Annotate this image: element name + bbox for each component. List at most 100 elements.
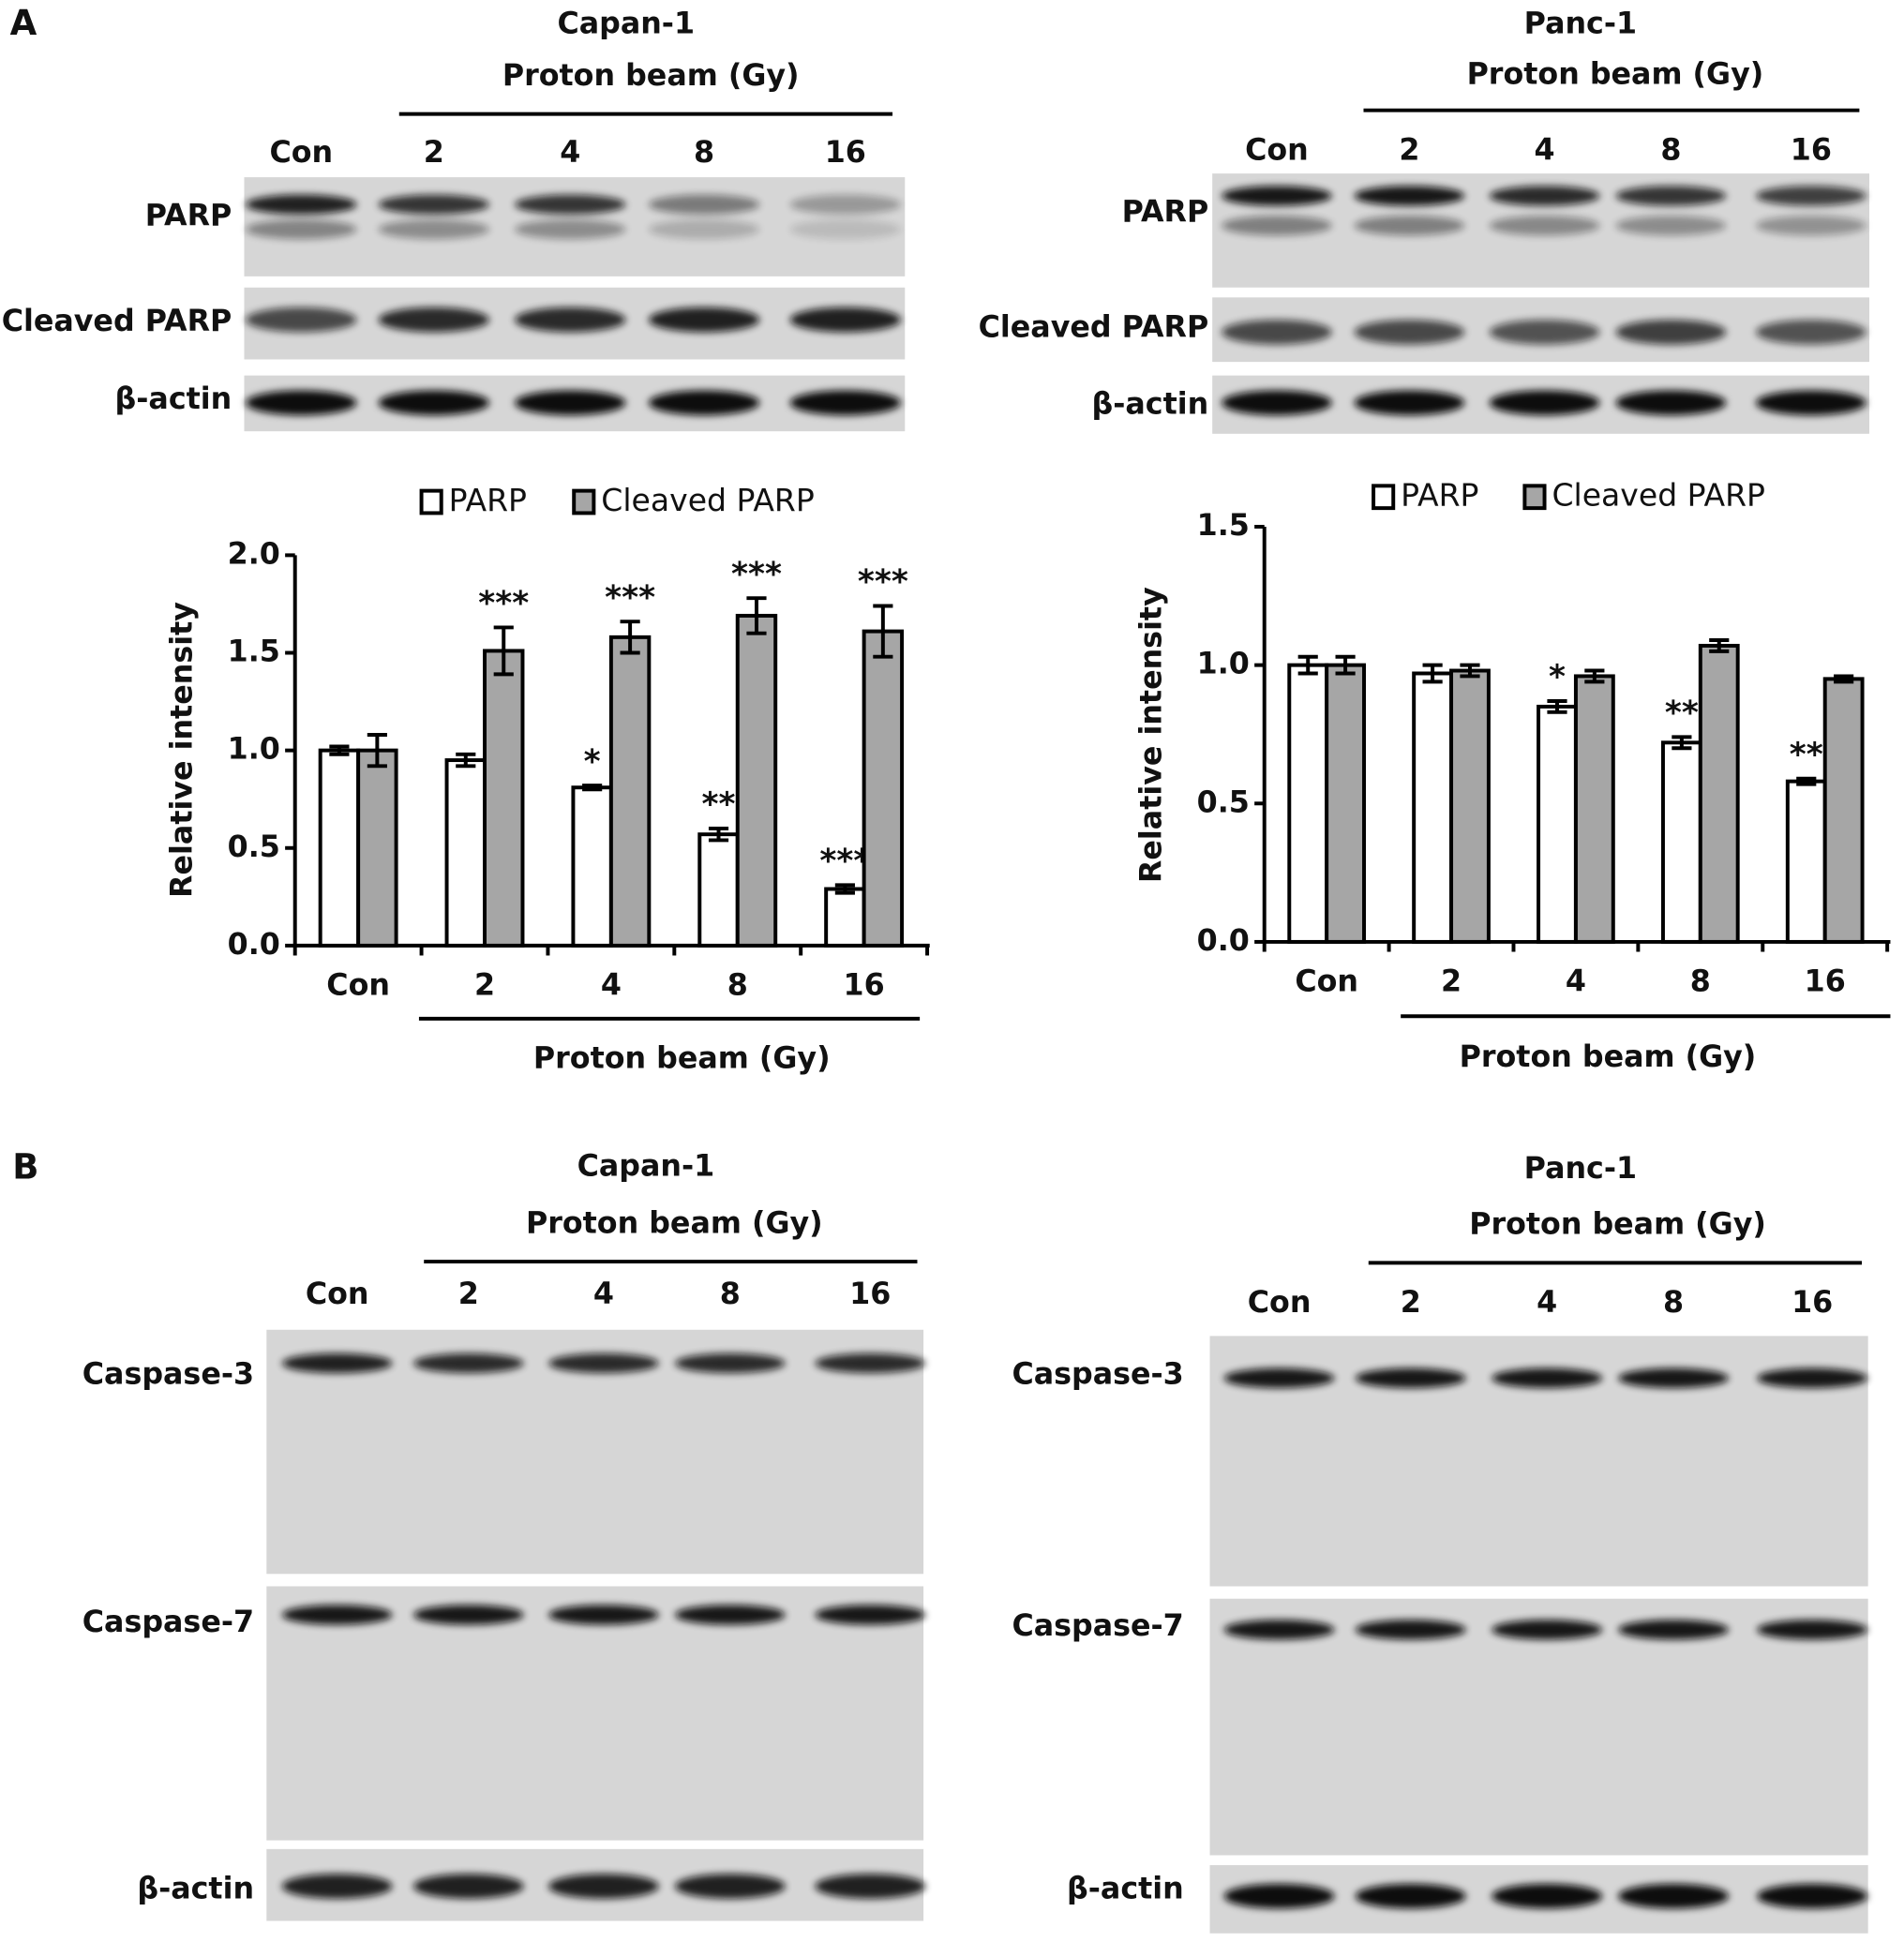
blot-band bbox=[548, 1874, 659, 1899]
blot-band bbox=[1492, 1883, 1603, 1909]
legend-label: PARP bbox=[1401, 477, 1478, 514]
x-axis-label: Proton beam (Gy) bbox=[1460, 1040, 1757, 1074]
blot-band bbox=[515, 390, 626, 415]
bar bbox=[1785, 779, 1827, 944]
bar bbox=[1287, 663, 1329, 944]
blot-band bbox=[1492, 1620, 1603, 1640]
y-tick-label: 0.5 bbox=[228, 830, 280, 864]
row-label: Caspase-3 bbox=[82, 1358, 254, 1392]
significance: * bbox=[1549, 659, 1566, 696]
blot-band bbox=[1355, 1620, 1466, 1640]
y-tick-label: 0.0 bbox=[228, 928, 280, 962]
bar bbox=[824, 887, 866, 948]
blot-band bbox=[246, 219, 357, 240]
blot-band bbox=[515, 306, 626, 333]
bar bbox=[697, 832, 740, 948]
bar bbox=[862, 629, 905, 948]
blot-band bbox=[1755, 186, 1867, 206]
blot-title: Capan-1 bbox=[577, 1150, 715, 1184]
blot-band bbox=[674, 1874, 786, 1899]
bar bbox=[1660, 740, 1702, 944]
blot-band bbox=[648, 306, 760, 333]
x-axis-label: Proton beam (Gy) bbox=[533, 1042, 831, 1076]
row-label: β-actin bbox=[1067, 1872, 1184, 1905]
legend-label: Cleaved PARP bbox=[601, 482, 815, 518]
blot-band bbox=[1618, 1367, 1730, 1388]
blot-title: Panc-1 bbox=[1524, 1152, 1637, 1186]
bar bbox=[356, 748, 398, 948]
significance: *** bbox=[819, 843, 870, 880]
blot-band bbox=[1489, 216, 1600, 236]
blot-band bbox=[789, 194, 901, 215]
error-bar bbox=[708, 826, 729, 843]
error-bar bbox=[1547, 699, 1567, 714]
blot-band bbox=[548, 1352, 659, 1374]
bar bbox=[1449, 668, 1491, 944]
bar bbox=[735, 613, 778, 948]
blot-band bbox=[789, 219, 901, 240]
blot-subtitle: Proton beam (Gy) bbox=[526, 1206, 823, 1240]
x-tick-label: 16 bbox=[1805, 965, 1846, 999]
row-label: Cleaved PARP bbox=[979, 310, 1209, 344]
blot-band bbox=[548, 1605, 659, 1625]
lane-label: 8 bbox=[1660, 133, 1681, 167]
lane-label: 2 bbox=[1401, 1286, 1421, 1320]
significance: *** bbox=[858, 563, 908, 601]
bar bbox=[1412, 671, 1454, 944]
blot-band bbox=[1489, 390, 1600, 415]
significance: ** bbox=[1790, 736, 1823, 773]
error-bar bbox=[620, 620, 640, 655]
error-bar bbox=[1709, 638, 1730, 653]
y-tick-label: 1.0 bbox=[1197, 648, 1250, 681]
error-bar bbox=[493, 625, 514, 677]
blot-band bbox=[412, 1874, 524, 1899]
blot-band bbox=[1489, 320, 1600, 345]
blot-band bbox=[1755, 390, 1867, 415]
bar bbox=[1573, 674, 1615, 944]
blot-band bbox=[378, 306, 489, 333]
lane-label: Con bbox=[1245, 133, 1309, 167]
bar bbox=[483, 649, 525, 948]
blot-band bbox=[1615, 390, 1727, 415]
panel-label: B bbox=[12, 1146, 38, 1187]
lane-label: 8 bbox=[694, 136, 714, 170]
error-bar bbox=[582, 784, 603, 792]
y-tick-label: 1.0 bbox=[228, 733, 280, 767]
legend-swatch bbox=[572, 488, 596, 515]
lane-label: 16 bbox=[1792, 1286, 1833, 1320]
blot-band bbox=[1755, 216, 1867, 236]
lane-label: 16 bbox=[849, 1277, 891, 1311]
blot-band bbox=[815, 1605, 926, 1625]
error-bar bbox=[834, 883, 855, 895]
significance: ** bbox=[1665, 695, 1699, 732]
lane-label: 2 bbox=[458, 1277, 479, 1311]
blot-band bbox=[648, 390, 760, 415]
bar bbox=[571, 785, 613, 948]
panel-label: A bbox=[10, 3, 37, 43]
blot-membrane bbox=[266, 1586, 924, 1841]
error-bar bbox=[873, 604, 893, 659]
blot-subtitle: Proton beam (Gy) bbox=[1469, 1208, 1766, 1242]
y-axis-label: Relative intensity bbox=[1135, 587, 1169, 883]
blot-band bbox=[1757, 1620, 1868, 1640]
row-label: β-actin bbox=[137, 1872, 254, 1905]
error-bar bbox=[1335, 654, 1356, 676]
blot-band bbox=[378, 194, 489, 215]
legend-swatch bbox=[419, 488, 443, 515]
blot-band bbox=[378, 219, 489, 240]
blot-band bbox=[1615, 216, 1727, 236]
lane-label: 16 bbox=[825, 136, 866, 170]
y-tick-label: 1.5 bbox=[1197, 509, 1250, 543]
blot-band bbox=[1222, 216, 1332, 236]
blot-band bbox=[674, 1352, 786, 1374]
legend-swatch bbox=[1372, 484, 1396, 511]
legend-swatch bbox=[1522, 484, 1547, 511]
error-bar bbox=[367, 732, 387, 769]
row-label: Cleaved PARP bbox=[2, 305, 232, 338]
bar bbox=[608, 635, 652, 948]
blot-band bbox=[1757, 1883, 1868, 1909]
blot-band bbox=[378, 390, 489, 415]
significance: *** bbox=[605, 579, 655, 617]
significance: *** bbox=[731, 556, 782, 593]
